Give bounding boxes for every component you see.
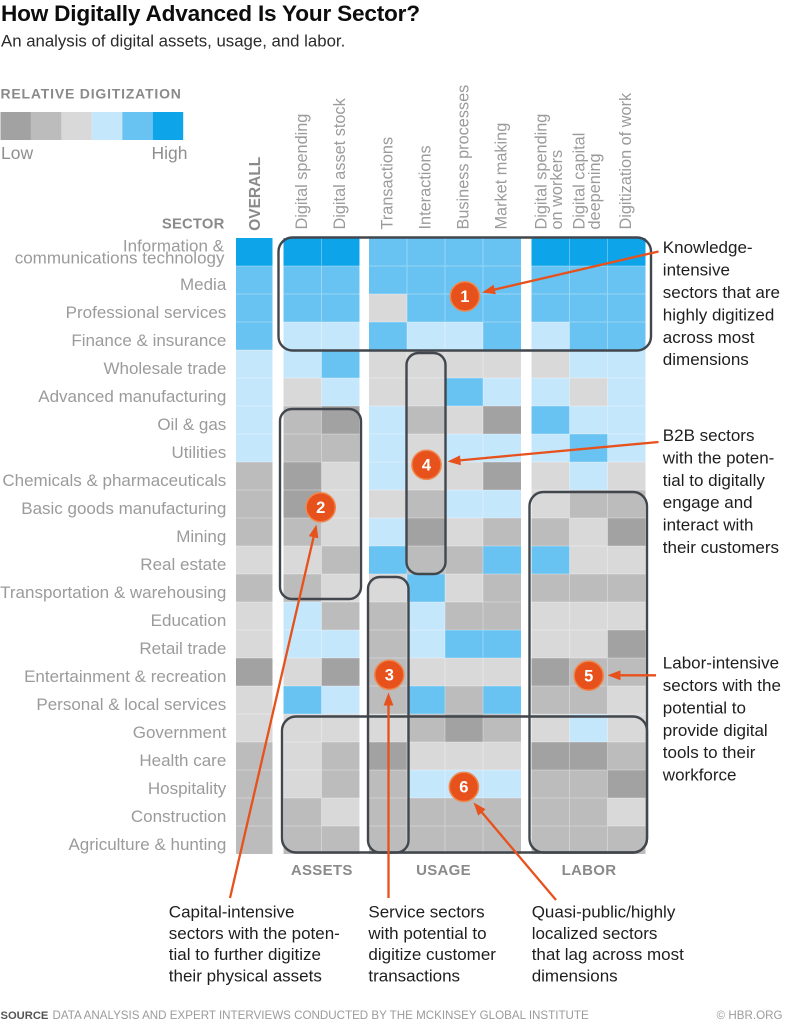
svg-text:communications technology: communications technology [15,248,225,267]
svg-text:Construction: Construction [131,807,226,826]
svg-text:sectors with the poten-: sectors with the poten- [169,924,340,943]
svg-text:High: High [152,143,188,163]
svg-text:engage and: engage and [663,493,753,512]
svg-text:sectors with the: sectors with the [663,676,781,695]
svg-text:that lag across most: that lag across most [532,945,684,964]
svg-text:Transactions: Transactions [378,137,396,230]
svg-text:How Digitally Advanced Is Your: How Digitally Advanced Is Your Sector? [1,1,420,26]
svg-text:dimensions: dimensions [532,966,618,985]
svg-text:Labor-intensive: Labor-intensive [663,654,779,673]
svg-text:Chemicals & pharmaceuticals: Chemicals & pharmaceuticals [2,471,226,490]
svg-text:Agriculture & hunting: Agriculture & hunting [68,835,226,854]
svg-text:© HBR.ORG: © HBR.ORG [717,1009,783,1022]
svg-text:potential to: potential to [663,698,746,717]
svg-text:6: 6 [459,779,468,797]
svg-text:Hospitality: Hospitality [148,779,227,798]
svg-text:on workers: on workers [548,150,566,230]
svg-text:localized sectors: localized sectors [532,924,658,943]
svg-text:USAGE: USAGE [416,862,471,879]
svg-text:Utilities: Utilities [172,443,227,462]
svg-text:Finance & insurance: Finance & insurance [71,331,226,350]
svg-text:Digital capital: Digital capital [571,133,589,230]
svg-text:Information &: Information & [123,237,225,256]
svg-text:Market making: Market making [492,123,510,230]
svg-text:Knowledge-: Knowledge- [663,238,753,257]
svg-text:OVERALL: OVERALL [247,157,264,231]
svg-text:Personal & local services: Personal & local services [36,695,226,714]
svg-text:sectors that are: sectors that are [663,283,780,302]
svg-text:Media: Media [180,275,227,294]
svg-text:with the poten-: with the poten- [662,448,775,467]
svg-text:2: 2 [316,499,325,517]
svg-text:digitize customer: digitize customer [368,945,496,964]
svg-text:Quasi-public/highly: Quasi-public/highly [532,903,676,922]
svg-text:5: 5 [584,668,593,686]
svg-text:Service sectors: Service sectors [368,903,484,922]
svg-text:Professional services: Professional services [66,303,227,322]
svg-text:Digitization of work: Digitization of work [617,92,635,229]
svg-text:with potential to: with potential to [367,924,486,943]
svg-text:dimensions: dimensions [663,350,749,369]
svg-text:provide digital: provide digital [663,721,768,740]
svg-text:Advanced manufacturing: Advanced manufacturing [38,387,226,406]
svg-text:intensive: intensive [663,261,730,280]
svg-text:tools to their: tools to their [663,743,756,762]
svg-text:1: 1 [460,288,469,306]
svg-text:tial to further digitize: tial to further digitize [169,945,321,964]
svg-text:deepening: deepening [586,153,604,229]
svg-text:RELATIVE DIGITIZATION: RELATIVE DIGITIZATION [1,86,182,102]
svg-text:transactions: transactions [368,966,460,985]
svg-text:3: 3 [385,667,394,685]
svg-text:Government: Government [133,723,227,742]
svg-text:across most: across most [663,328,755,347]
svg-text:Oil & gas: Oil & gas [157,415,226,434]
svg-text:Education: Education [151,611,227,630]
svg-text:Digital asset stock: Digital asset stock [331,97,349,229]
svg-text:DATA ANALYSIS AND EXPERT INTER: DATA ANALYSIS AND EXPERT INTERVIEWS COND… [53,1009,589,1022]
svg-text:Digital spending: Digital spending [293,114,311,230]
svg-text:Business processes: Business processes [454,85,472,230]
svg-text:B2B sectors: B2B sectors [663,426,755,445]
svg-text:An analysis of digital assets,: An analysis of digital assets, usage, an… [1,32,345,51]
svg-text:Capital-intensive: Capital-intensive [169,903,295,922]
svg-text:Digital spending: Digital spending [533,114,551,230]
svg-text:Real estate: Real estate [140,555,226,574]
svg-text:Health care: Health care [139,751,226,770]
svg-text:tial to digitally: tial to digitally [663,471,766,490]
svg-text:SECTOR: SECTOR [162,217,225,233]
svg-text:ASSETS: ASSETS [291,862,353,879]
svg-text:Low: Low [1,143,33,163]
svg-text:interact with: interact with [663,516,754,535]
svg-text:Retail trade: Retail trade [139,639,226,658]
svg-text:Interactions: Interactions [416,145,434,229]
svg-text:Transportation & warehousing: Transportation & warehousing [0,583,226,602]
svg-text:SOURCE: SOURCE [1,1010,49,1022]
svg-text:their physical assets: their physical assets [169,966,322,985]
svg-text:their customers: their customers [663,538,779,557]
svg-text:workforce: workforce [662,766,737,785]
svg-text:highly digitized: highly digitized [663,305,775,324]
svg-text:Mining: Mining [176,527,226,546]
svg-text:LABOR: LABOR [562,862,617,879]
svg-text:4: 4 [422,457,432,475]
svg-text:Wholesale trade: Wholesale trade [103,359,226,378]
svg-text:Entertainment & recreation: Entertainment & recreation [24,667,226,686]
svg-text:Basic goods manufacturing: Basic goods manufacturing [21,499,226,518]
